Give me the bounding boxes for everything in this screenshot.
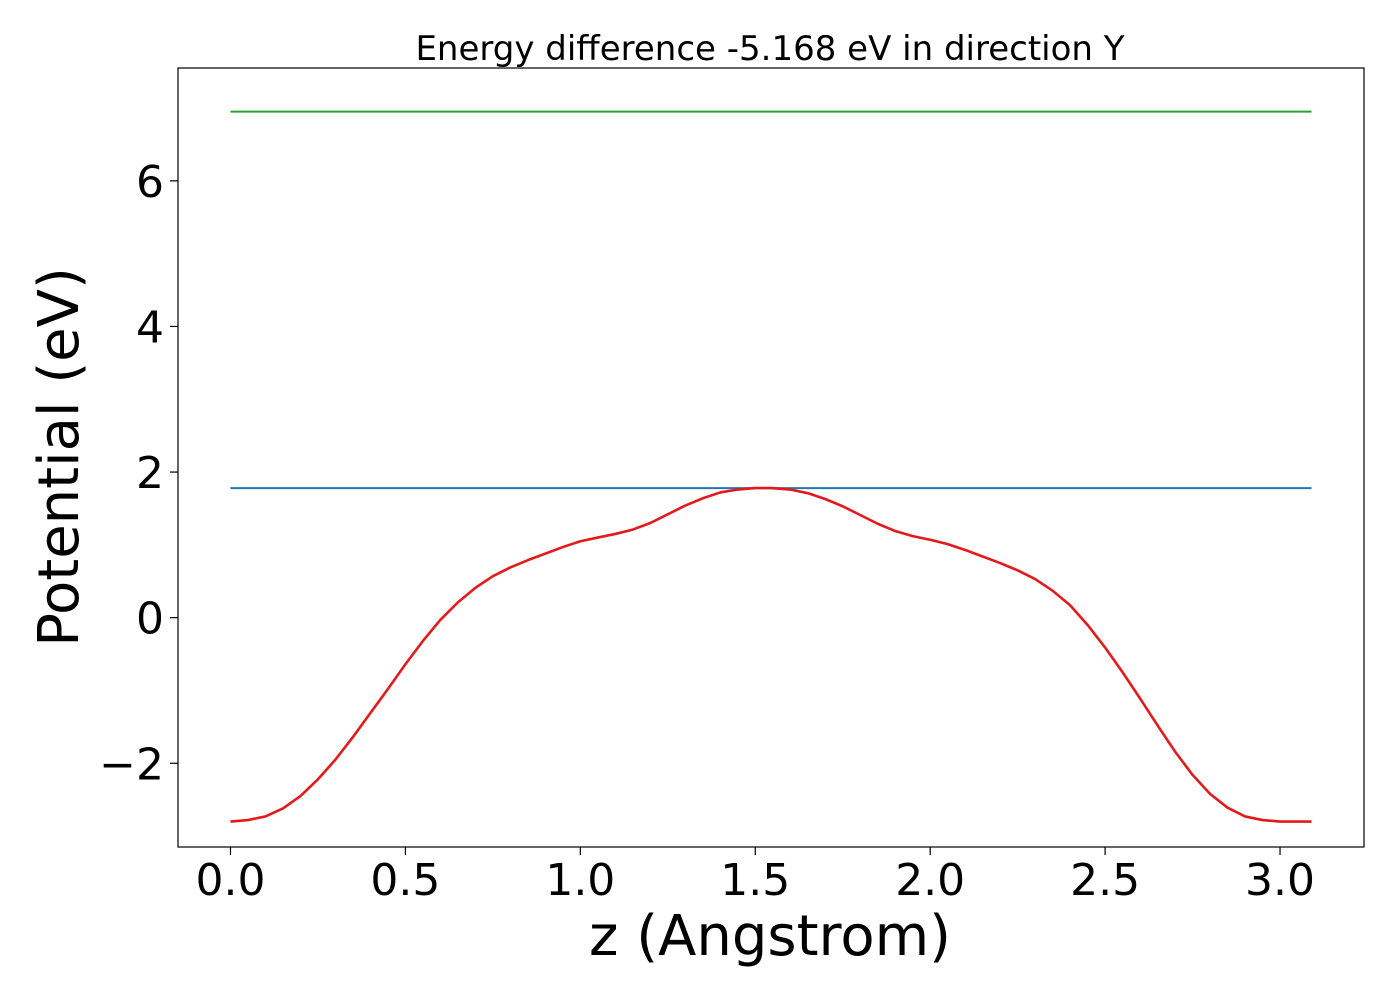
y-tick-label: 0 xyxy=(136,594,164,645)
x-tick-label: 2.5 xyxy=(1070,855,1140,906)
chart-title: Energy difference -5.168 eV in direction… xyxy=(415,29,1124,69)
series-group xyxy=(230,110,1312,823)
x-tick-label: 2.0 xyxy=(895,855,965,906)
x-axis-ticks: 0.0 0.5 1.0 1.5 2.0 2.5 3.0 xyxy=(195,847,1315,906)
plot-area xyxy=(177,67,1365,848)
x-tick-label: 3.0 xyxy=(1245,855,1315,906)
x-tick-label: 1.0 xyxy=(545,855,615,906)
x-tick-label: 0.0 xyxy=(195,855,265,906)
y-tick-label: −2 xyxy=(99,739,164,790)
series-line-3 xyxy=(230,486,1312,823)
y-axis-label: Potential (eV) xyxy=(27,267,92,647)
x-tick-label: 0.5 xyxy=(370,855,440,906)
y-tick-label: 2 xyxy=(136,448,164,499)
plot-frame xyxy=(177,67,1365,848)
x-tick-label: 1.5 xyxy=(720,855,790,906)
x-axis-label: z (Angstrom) xyxy=(589,904,951,969)
y-tick-label: 4 xyxy=(136,302,164,353)
y-tick-label: 6 xyxy=(136,157,164,208)
y-axis-ticks: −2 0 2 4 6 xyxy=(99,157,178,790)
